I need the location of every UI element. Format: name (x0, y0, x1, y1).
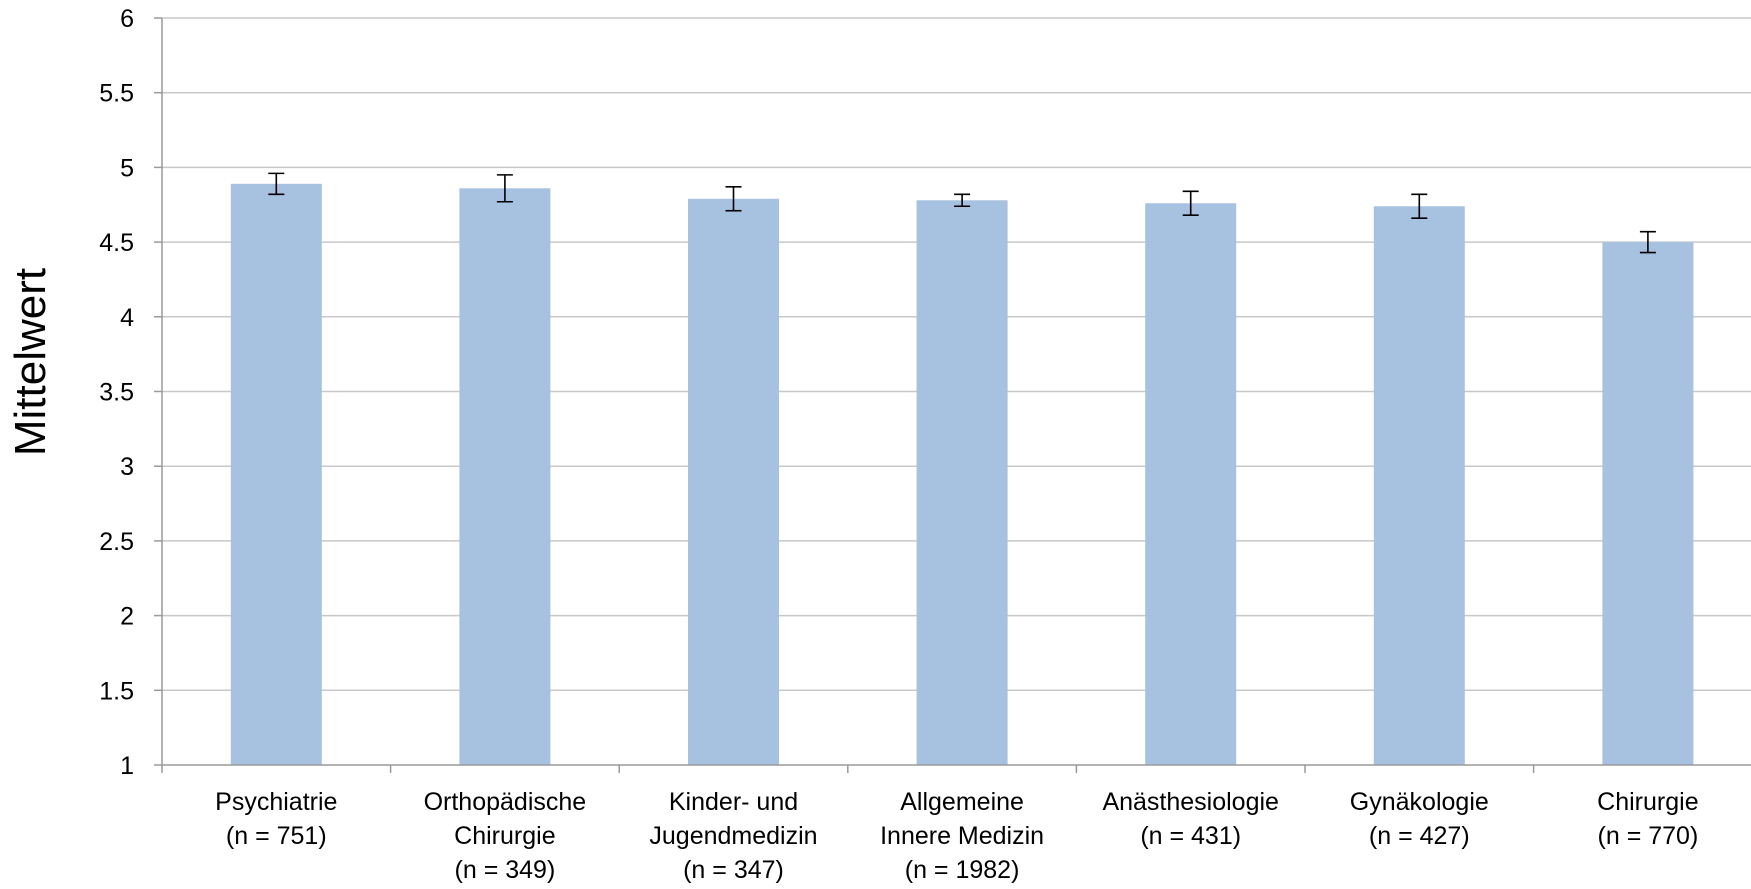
x-category-label: (n = 770) (1598, 822, 1699, 850)
y-tick-label: 1.5 (99, 677, 134, 705)
x-category-label: Anästhesiologie (1102, 788, 1279, 816)
x-category-label: Allgemeine (900, 788, 1024, 816)
x-category-label: Chirurgie (454, 822, 555, 850)
bar (230, 183, 322, 766)
bars (230, 183, 1694, 766)
y-axis-ticks: 1 1.5 2 2.5 3 3.5 4 4.5 5 5.5 6 (99, 5, 162, 780)
error-bars (268, 172, 1656, 254)
x-category-label: (n = 431) (1140, 822, 1241, 850)
bar (1602, 242, 1694, 766)
x-category-label: Chirurgie (1597, 788, 1698, 816)
y-tick-label: 1 (120, 752, 134, 780)
y-tick-label: 2 (120, 603, 134, 631)
y-axis-title: Mittelwert (6, 268, 55, 456)
bar (459, 188, 551, 766)
y-tick-label: 4 (120, 304, 134, 332)
x-category-label: (n = 347) (683, 856, 784, 884)
y-tick-label: 3 (120, 453, 134, 481)
axes (161, 18, 1751, 773)
bar (1145, 203, 1237, 766)
x-category-label: Kinder- und (669, 788, 798, 816)
x-category-label: Orthopädische (424, 788, 587, 816)
x-category-label: (n = 1982) (905, 856, 1020, 884)
x-category-label: Jugendmedizin (649, 822, 817, 850)
x-category-label: (n = 349) (455, 856, 556, 884)
y-tick-label: 5 (120, 154, 134, 182)
x-category-label: (n = 427) (1369, 822, 1470, 850)
x-category-label: Psychiatrie (215, 788, 337, 816)
y-tick-label: 4.5 (99, 229, 134, 257)
y-tick-label: 3.5 (99, 379, 134, 407)
bar (688, 198, 779, 766)
x-axis-labels: Psychiatrie (n = 751) Orthopädische Chirurg… (215, 788, 1698, 884)
x-category-label: (n = 751) (226, 822, 327, 850)
x-category-label: Innere Medizin (880, 822, 1044, 850)
y-tick-label: 2.5 (99, 528, 134, 556)
y-tick-label: 5.5 (99, 80, 134, 108)
y-tick-label: 6 (120, 5, 134, 33)
bar (916, 200, 1008, 765)
x-category-label: Gynäkologie (1350, 788, 1489, 816)
bar (1373, 206, 1465, 765)
